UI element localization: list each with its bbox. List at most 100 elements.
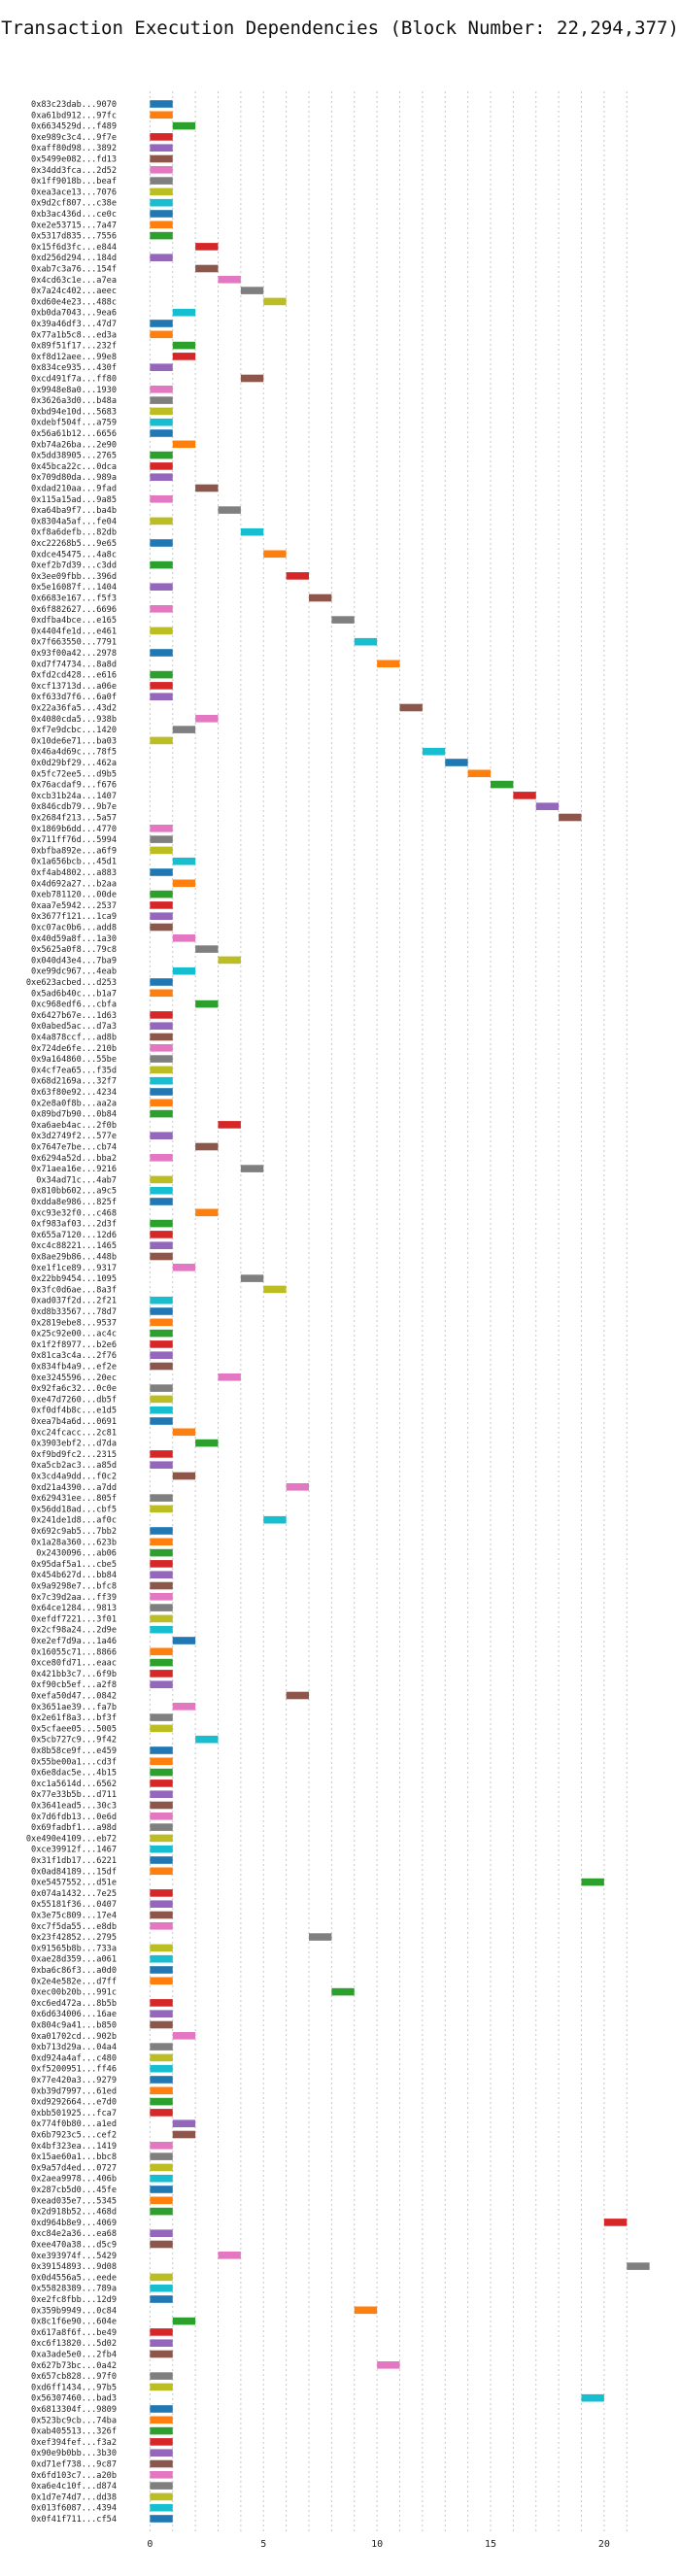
- tx-hash-label: 0x627b73bc...0a42: [31, 2361, 117, 2371]
- tx-bar: [150, 1538, 173, 1546]
- tx-hash-label: 0x3e75c809...17e4: [31, 1912, 117, 1921]
- tx-bar: [263, 1515, 287, 1524]
- tx-hash-label: 0xdebf504f...a759: [31, 419, 117, 428]
- tx-hash-label: 0xa01702cd...902b: [31, 2032, 117, 2042]
- tx-bar: [467, 769, 491, 778]
- tx-hash-label: 0xb3ac436d...ce0c: [31, 210, 117, 220]
- tx-hash-label: 0x5cfaee05...5005: [31, 1724, 117, 1734]
- tx-bar: [150, 144, 173, 152]
- tx-bar: [150, 1889, 173, 1897]
- tx-bar: [150, 177, 173, 185]
- tx-hash-label: 0xef2b7d39...c3dd: [31, 561, 117, 571]
- tx-hash-label: 0x846cdb79...9b7e: [31, 802, 117, 812]
- tx-bar: [491, 780, 514, 789]
- tx-hash-label: 0xc6ed472a...8b5b: [31, 1999, 117, 2009]
- tx-hash-label: 0xbd94e10d...5683: [31, 407, 117, 417]
- tx-hash-label: 0x55181f36...0407: [31, 1900, 117, 1910]
- tx-bar: [218, 2252, 241, 2259]
- tx-bar: [150, 2196, 173, 2205]
- tx-bar: [627, 2262, 650, 2270]
- tx-hash-label: 0x5499e082...fd13: [31, 155, 117, 165]
- tx-bar: [377, 660, 400, 668]
- tx-bar: [195, 1142, 219, 1151]
- tx-hash-label: 0x3677f121...1ca9: [31, 912, 117, 922]
- tx-bar: [218, 276, 241, 284]
- tx-hash-label: 0xc968edf6...cbfa: [31, 1000, 117, 1010]
- tx-bar: [603, 2219, 628, 2226]
- tx-hash-label: 0xc93e32f0...c468: [31, 1208, 117, 1218]
- tx-bar: [150, 2350, 173, 2358]
- tx-hash-label: 0x77a1b5c8...ed3a: [31, 330, 117, 340]
- tx-bar: [150, 2449, 173, 2457]
- tx-hash-label: 0x23f42852...2795: [31, 1933, 117, 1943]
- tx-hash-label: 0xb39d7997...61ed: [31, 2086, 117, 2096]
- x-tick-label: 5: [260, 2539, 266, 2550]
- tx-bar: [195, 1000, 219, 1008]
- tx-hash-label: 0xc84e2a36...ea68: [31, 2229, 117, 2239]
- tx-bar: [150, 473, 173, 481]
- tx-bar: [150, 1560, 173, 1568]
- bars: [150, 100, 650, 2523]
- tx-hash-label: 0xc7f5da55...e8db: [31, 1922, 117, 1932]
- tx-hash-label: 0x3641ead5...30c3: [31, 1802, 117, 1812]
- tx-bar: [172, 121, 196, 130]
- tx-bar: [150, 868, 173, 876]
- tx-bar: [150, 1505, 173, 1513]
- tx-bar: [150, 2053, 173, 2062]
- tx-hash-label: 0x0abed5ac...d7a3: [31, 1022, 117, 1032]
- tx-bar: [150, 111, 173, 119]
- tx-bar: [150, 187, 173, 196]
- tx-hash-label: 0x709d80da...989a: [31, 473, 117, 483]
- tx-bar: [150, 2207, 173, 2216]
- tx-hash-label: 0xe2ef7d9a...1a46: [31, 1637, 117, 1646]
- tx-bar: [331, 616, 355, 624]
- tx-bar: [150, 320, 173, 327]
- tx-bar: [150, 1593, 173, 1601]
- tx-bar: [422, 747, 446, 756]
- tx-bar: [150, 1175, 173, 1184]
- tx-bar: [150, 1658, 173, 1667]
- tx-bar: [150, 2459, 173, 2468]
- tx-bar: [150, 2492, 173, 2501]
- tx-bar: [150, 1296, 173, 1305]
- tx-bar: [172, 2317, 196, 2325]
- tx-bar: [309, 1933, 332, 1941]
- tx-bar: [150, 835, 173, 843]
- tx-hash-label: 0x6634529d...f489: [31, 122, 117, 132]
- tx-bar: [150, 670, 173, 679]
- tx-bar: [150, 220, 173, 229]
- tx-bar: [150, 1088, 173, 1096]
- tx-hash-label: 0xe2fc8fbb...12d9: [31, 2295, 117, 2305]
- tx-hash-label: 0xa61bd912...97fc: [31, 111, 117, 120]
- tx-bar: [150, 2064, 173, 2073]
- tx-hash-label: 0x834fb4a9...ef2e: [31, 1363, 117, 1373]
- tx-bar: [150, 1801, 173, 1810]
- tx-bar: [150, 627, 173, 635]
- tx-hash-label: 0x8c1f6e90...604e: [31, 2318, 117, 2327]
- tx-hash-label: 0xaff80d98...3892: [31, 144, 117, 153]
- tx-bar: [150, 2339, 173, 2347]
- tx-bar: [559, 813, 582, 822]
- tx-bar: [195, 484, 219, 492]
- tx-hash-label: 0xb74a26ba...2e90: [31, 440, 117, 450]
- tx-hash-label: 0xf4ab4802...a883: [31, 868, 117, 878]
- tx-bar: [150, 1384, 173, 1392]
- tx-bar: [150, 1351, 173, 1359]
- tx-bar: [172, 2119, 196, 2127]
- tx-bar: [150, 1066, 173, 1074]
- grid-lines: [149, 91, 628, 2531]
- tx-bar: [240, 1274, 264, 1282]
- tx-hash-label: 0x8ae29b86...448b: [31, 1253, 117, 1263]
- tx-bar: [581, 2393, 604, 2402]
- tx-bar: [150, 462, 173, 470]
- tx-bar: [150, 2426, 173, 2435]
- tx-hash-label: 0x10de6e71...ba03: [31, 736, 117, 746]
- tx-hash-label: 0x0d4556a5...eede: [31, 2273, 117, 2283]
- tx-hash-label: 0x359b9949...0c84: [31, 2306, 117, 2316]
- tx-hash-label: 0x56307460...bad3: [31, 2394, 117, 2404]
- tx-bar: [172, 308, 196, 317]
- tx-bar: [150, 912, 173, 920]
- tx-bar: [150, 2503, 173, 2512]
- tx-bar: [150, 1647, 173, 1656]
- tx-bar: [150, 989, 173, 998]
